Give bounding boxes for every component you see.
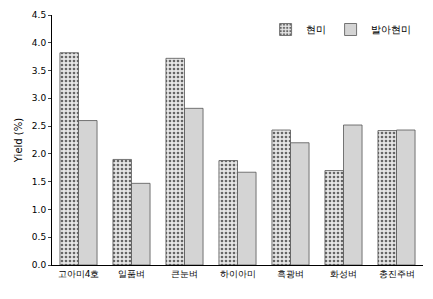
svg-text:3.0: 3.0: [32, 93, 47, 103]
svg-text:2.5: 2.5: [32, 121, 46, 131]
svg-text:0.5: 0.5: [32, 232, 46, 242]
svg-text:현미: 현미: [306, 24, 326, 35]
svg-text:발아현미: 발아현미: [371, 24, 411, 35]
svg-text:3.5: 3.5: [32, 66, 46, 76]
svg-text:4.5: 4.5: [32, 10, 46, 20]
svg-text:4.0: 4.0: [32, 38, 47, 48]
svg-text:화성벼: 화성벼: [330, 269, 357, 279]
svg-text:1.5: 1.5: [32, 177, 46, 187]
svg-text:흑광벼: 흑광벼: [277, 269, 304, 279]
svg-text:하이아미: 하이아미: [220, 269, 256, 279]
svg-text:0.0: 0.0: [32, 260, 47, 270]
svg-text:Yield (%): Yield (%): [13, 118, 24, 163]
svg-text:1.0: 1.0: [32, 205, 47, 215]
svg-text:큰눈벼: 큰눈벼: [171, 269, 198, 279]
svg-text:일품벼: 일품벼: [118, 269, 145, 279]
svg-text:고아미4호: 고아미4호: [58, 269, 100, 279]
svg-text:2.0: 2.0: [32, 149, 47, 159]
svg-text:총진주벼: 총진주벼: [379, 269, 415, 279]
